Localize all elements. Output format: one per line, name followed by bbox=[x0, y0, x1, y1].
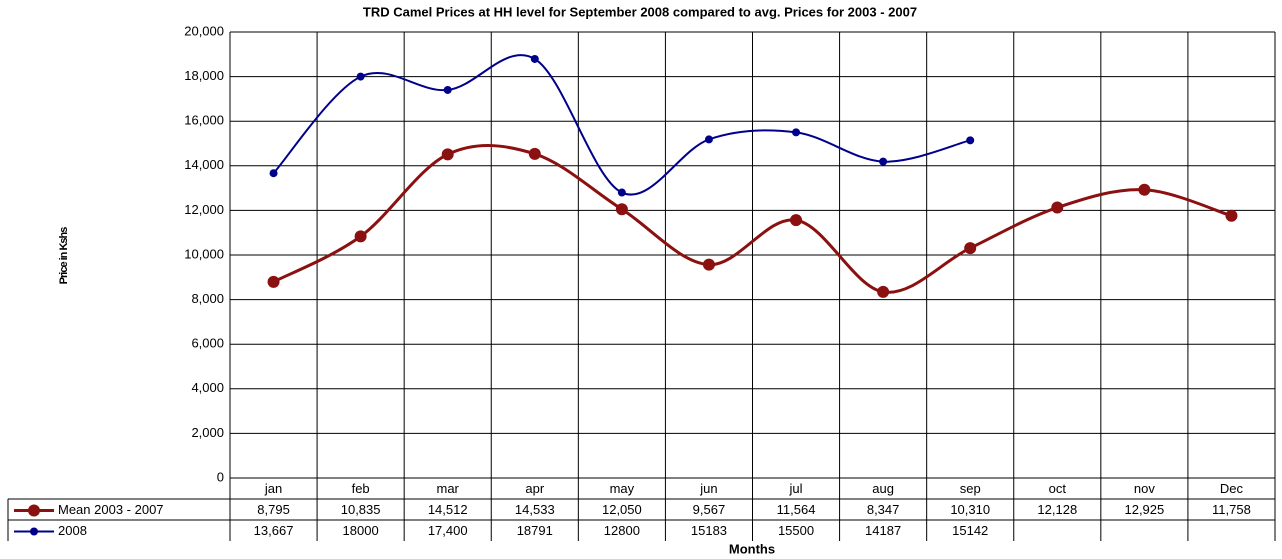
chart-title: TRD Camel Prices at HH level for Septemb… bbox=[363, 4, 917, 19]
data-point bbox=[356, 72, 365, 81]
y-tick-label: 18,000 bbox=[184, 68, 224, 83]
legend-label: Mean 2003 - 2007 bbox=[58, 502, 164, 517]
y-tick-label: 2,000 bbox=[191, 425, 224, 440]
y-tick-label: 12,000 bbox=[184, 202, 224, 217]
data-point bbox=[877, 285, 890, 298]
legend-marker bbox=[28, 504, 40, 517]
data-point bbox=[966, 136, 975, 145]
x-tick-label: apr bbox=[525, 481, 544, 496]
data-point bbox=[443, 85, 452, 94]
data-point bbox=[702, 258, 715, 271]
table-value: 11,564 bbox=[777, 502, 816, 517]
table-value: 12,128 bbox=[1037, 502, 1077, 517]
series-line bbox=[272, 54, 971, 196]
x-tick-label: feb bbox=[352, 481, 370, 496]
x-tick-label: nov bbox=[1134, 481, 1155, 496]
table-value: 13,667 bbox=[254, 523, 294, 538]
table-value: 15142 bbox=[952, 523, 988, 538]
data-point bbox=[530, 54, 539, 63]
data-point bbox=[615, 203, 628, 216]
data-point bbox=[267, 275, 280, 288]
data-point bbox=[1138, 183, 1151, 196]
data-point bbox=[964, 242, 977, 255]
legend-label: 2008 bbox=[58, 523, 87, 538]
data-point bbox=[354, 230, 367, 243]
data-point bbox=[617, 188, 626, 197]
y-tick-label: 20,000 bbox=[184, 23, 224, 38]
legend-marker bbox=[30, 527, 38, 536]
table-value: 14,512 bbox=[428, 502, 468, 517]
table-value: 15183 bbox=[691, 523, 727, 538]
x-tick-label: sep bbox=[960, 481, 981, 496]
table-value: 18791 bbox=[517, 523, 553, 538]
x-tick-label: jul bbox=[789, 481, 803, 496]
y-tick-label: 0 bbox=[217, 469, 224, 484]
x-axis-label: Months bbox=[729, 541, 775, 556]
y-tick-label: 14,000 bbox=[184, 157, 224, 172]
y-axis-label: Price in Kshs bbox=[58, 227, 70, 285]
x-tick-label: jun bbox=[699, 481, 717, 496]
table-value: 12800 bbox=[604, 523, 640, 538]
y-tick-label: 10,000 bbox=[184, 246, 224, 261]
table-value: 11,758 bbox=[1212, 502, 1251, 517]
table-value: 8,795 bbox=[257, 502, 290, 517]
x-tick-label: mar bbox=[437, 481, 460, 496]
table-value: 14,533 bbox=[515, 502, 555, 517]
table-value: 9,567 bbox=[693, 502, 726, 517]
table-value: 10,310 bbox=[950, 502, 990, 517]
table-value: 15500 bbox=[778, 523, 814, 538]
table-value: 12,925 bbox=[1124, 502, 1164, 517]
data-point bbox=[879, 157, 888, 166]
data-point bbox=[269, 169, 278, 178]
data-point bbox=[441, 148, 454, 161]
data-point bbox=[1225, 209, 1238, 222]
table-value: 12,050 bbox=[602, 502, 642, 517]
data-point bbox=[790, 214, 803, 227]
x-tick-label: aug bbox=[872, 481, 894, 496]
table-value: 8,347 bbox=[867, 502, 900, 517]
x-tick-label: jan bbox=[264, 481, 282, 496]
data-point bbox=[1051, 201, 1064, 214]
x-tick-label: oct bbox=[1049, 481, 1067, 496]
table-value: 18000 bbox=[343, 523, 379, 538]
y-tick-label: 4,000 bbox=[191, 380, 224, 395]
y-tick-label: 8,000 bbox=[191, 291, 224, 306]
table-value: 14187 bbox=[865, 523, 901, 538]
data-point bbox=[528, 147, 541, 160]
data-point bbox=[792, 128, 801, 137]
x-tick-label: may bbox=[610, 481, 635, 496]
table-value: 17,400 bbox=[428, 523, 468, 538]
y-tick-label: 6,000 bbox=[191, 336, 224, 351]
x-tick-label: Dec bbox=[1220, 481, 1244, 496]
table-value: 10,835 bbox=[341, 502, 381, 517]
y-tick-label: 16,000 bbox=[184, 113, 224, 128]
data-point bbox=[704, 135, 713, 144]
